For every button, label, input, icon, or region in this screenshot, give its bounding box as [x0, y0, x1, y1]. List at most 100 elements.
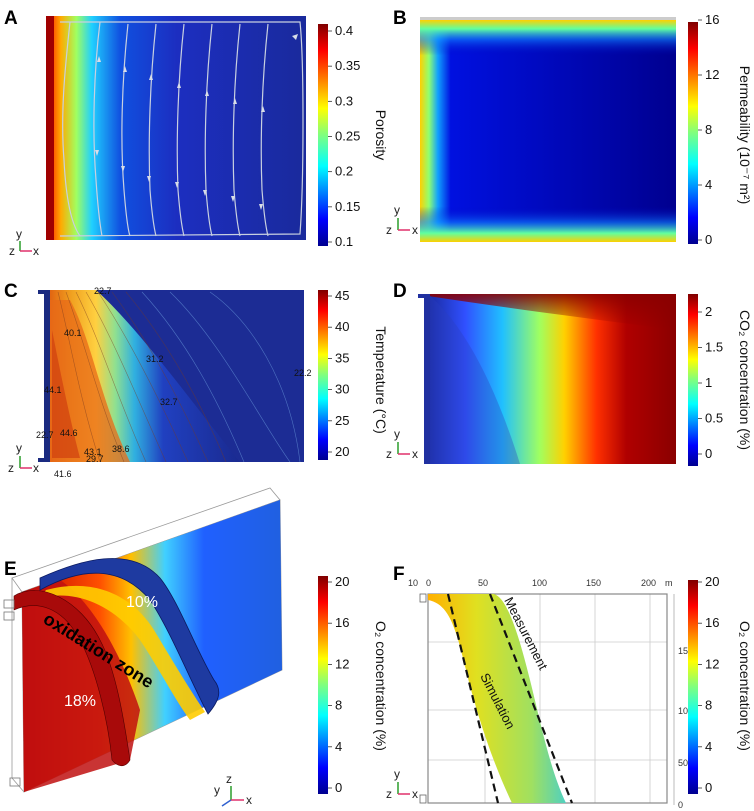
colorbar-tick-label: 0.2	[335, 164, 353, 179]
tick-label: m	[665, 578, 673, 588]
tick-label: 0	[426, 578, 431, 588]
contour-label: 41.6	[54, 469, 72, 479]
colorbar-tick-label: 4	[705, 739, 712, 754]
colorbar-tick-label: 0	[705, 232, 712, 247]
contour-label: 22.7	[94, 286, 112, 296]
axis-triad-a: y z x	[9, 227, 39, 258]
colorbar-e	[318, 576, 328, 794]
simulation-o2-band	[428, 594, 566, 803]
axis-y-label: y	[214, 783, 220, 797]
colorbar-tick-label: 0	[705, 446, 712, 461]
contour-label: 22.7	[36, 430, 54, 440]
tick-label: 0	[678, 800, 683, 810]
colorbar-tick-label: 0.1	[335, 234, 353, 249]
colorbar-tick-label: 0.5	[705, 411, 723, 426]
contour-label: 40.1	[64, 328, 82, 338]
colorbar-e-title: O₂ concentration (%)	[373, 621, 389, 751]
tick-label: 100	[532, 578, 547, 588]
top-boundary	[420, 17, 676, 20]
colorbar-tick-label: 45	[335, 288, 349, 303]
colorbar-c	[318, 290, 328, 460]
panel-f-label: F	[393, 564, 405, 585]
left-boundary-bar	[424, 294, 430, 464]
colorbar-tick-label: 40	[335, 319, 349, 334]
colorbar-tick-label: 0.15	[335, 199, 360, 214]
axis-x-label: x	[246, 793, 252, 807]
colorbar-tick-label: 0	[335, 780, 342, 795]
colorbar-tick-label: 0.35	[335, 58, 360, 73]
axis-triad-e: z y x	[214, 772, 252, 807]
flow-arrows	[95, 34, 298, 210]
panel-e-label: E	[4, 559, 17, 580]
tick-label: 10	[408, 578, 418, 588]
colorbar-tick-label: 20	[335, 574, 349, 589]
temperature-field	[48, 290, 301, 462]
colorbar-d-title: CO₂ concentration (%)	[737, 310, 753, 450]
axis-x-label: x	[412, 787, 418, 801]
co2-top-shading	[428, 294, 676, 330]
colorbar-a-title: Porosity	[373, 110, 389, 161]
eighteen-percent-isosurface	[13, 590, 131, 767]
colorbar-c-title: Temperature (°C)	[373, 326, 389, 434]
colorbar-tick-label: 20	[335, 444, 349, 459]
colorbar-tick-label: 8	[705, 698, 712, 713]
panel-b-label: B	[393, 8, 407, 29]
colorbar-tick-label: 35	[335, 350, 349, 365]
colorbar-tick-label: 0.4	[335, 23, 353, 38]
tick-label: 100	[678, 706, 693, 716]
panel-a: A	[4, 8, 389, 258]
colorbar-tick-label: 25	[335, 413, 349, 428]
axis-x-label: x	[412, 223, 418, 237]
axis-z-label: z	[386, 447, 392, 461]
panel-e: E oxidation zone 10% 18% z y x 201612840…	[3, 487, 389, 807]
colorbar-tick-label: 4	[335, 739, 342, 754]
panel-f: F Measurement Simulation 10 0 50 100 150…	[386, 564, 753, 810]
panel-a-label: A	[4, 8, 18, 29]
colorbar-c-ticks: 45 40 35 30 25 20	[328, 288, 349, 459]
boundary-cap-top	[38, 290, 46, 294]
colorbar-b	[688, 22, 698, 244]
colorbar-tick-label: 12	[335, 656, 349, 671]
boundary-cap-top	[418, 294, 426, 298]
contour-label: 32.7	[160, 397, 178, 407]
colorbar-tick-label: 16	[705, 615, 719, 630]
axis-z-label: z	[8, 461, 14, 475]
axis-z-label: z	[9, 244, 15, 258]
tick-label: 50	[678, 758, 688, 768]
inlet-box	[3, 599, 15, 609]
inlet-box	[419, 593, 427, 603]
axis-z-label: z	[226, 772, 232, 786]
tick-label: 150	[586, 578, 601, 588]
contour-labels: 22.7 40.1 31.2 22.2 32.7 44.1 22.7 44.6 …	[36, 286, 312, 479]
axis-z-label: z	[386, 223, 392, 237]
axis-y-label: y	[394, 427, 400, 441]
outlet-box	[419, 794, 427, 804]
contour-label: 44.6	[60, 428, 78, 438]
colorbar-tick-label: 8	[705, 122, 712, 137]
colorbar-a-ticks: 0.4 0.35 0.3 0.25 0.2 0.15 0.1	[328, 23, 360, 249]
axis-triad-b: y z x	[386, 203, 418, 237]
colorbar-tick-label: 0	[705, 780, 712, 795]
colorbar-tick-label: 0.3	[335, 93, 353, 108]
colorbar-tick-label: 12	[705, 67, 719, 82]
colorbar-tick-label: 0.25	[335, 129, 360, 144]
axis-triad-f: y z x	[386, 767, 418, 801]
colorbar-d	[688, 294, 698, 466]
colorbar-tick-label: 12	[705, 656, 719, 671]
colorbar-tick-label: 2	[705, 304, 712, 319]
eighteen-percent-label: 18%	[64, 693, 96, 710]
colorbar-f-title: O₂ concentration (%)	[737, 621, 753, 751]
axis-y-label: y	[16, 227, 22, 241]
axis-x-label: x	[33, 244, 39, 258]
axis-triad-c: y z x	[8, 441, 39, 475]
inlet-box	[3, 611, 15, 621]
tick-label: 200	[641, 578, 656, 588]
colorbar-tick-label: 16	[335, 615, 349, 630]
left-boundary-bar	[46, 16, 54, 240]
top-axis-ticks: 10 0 50 100 150 200 m	[408, 578, 673, 588]
ten-percent-label: 10%	[126, 594, 158, 611]
contour-label: 29.7	[86, 454, 104, 464]
co2-low-region	[428, 294, 520, 464]
colorbar-tick-label: 1	[705, 375, 712, 390]
